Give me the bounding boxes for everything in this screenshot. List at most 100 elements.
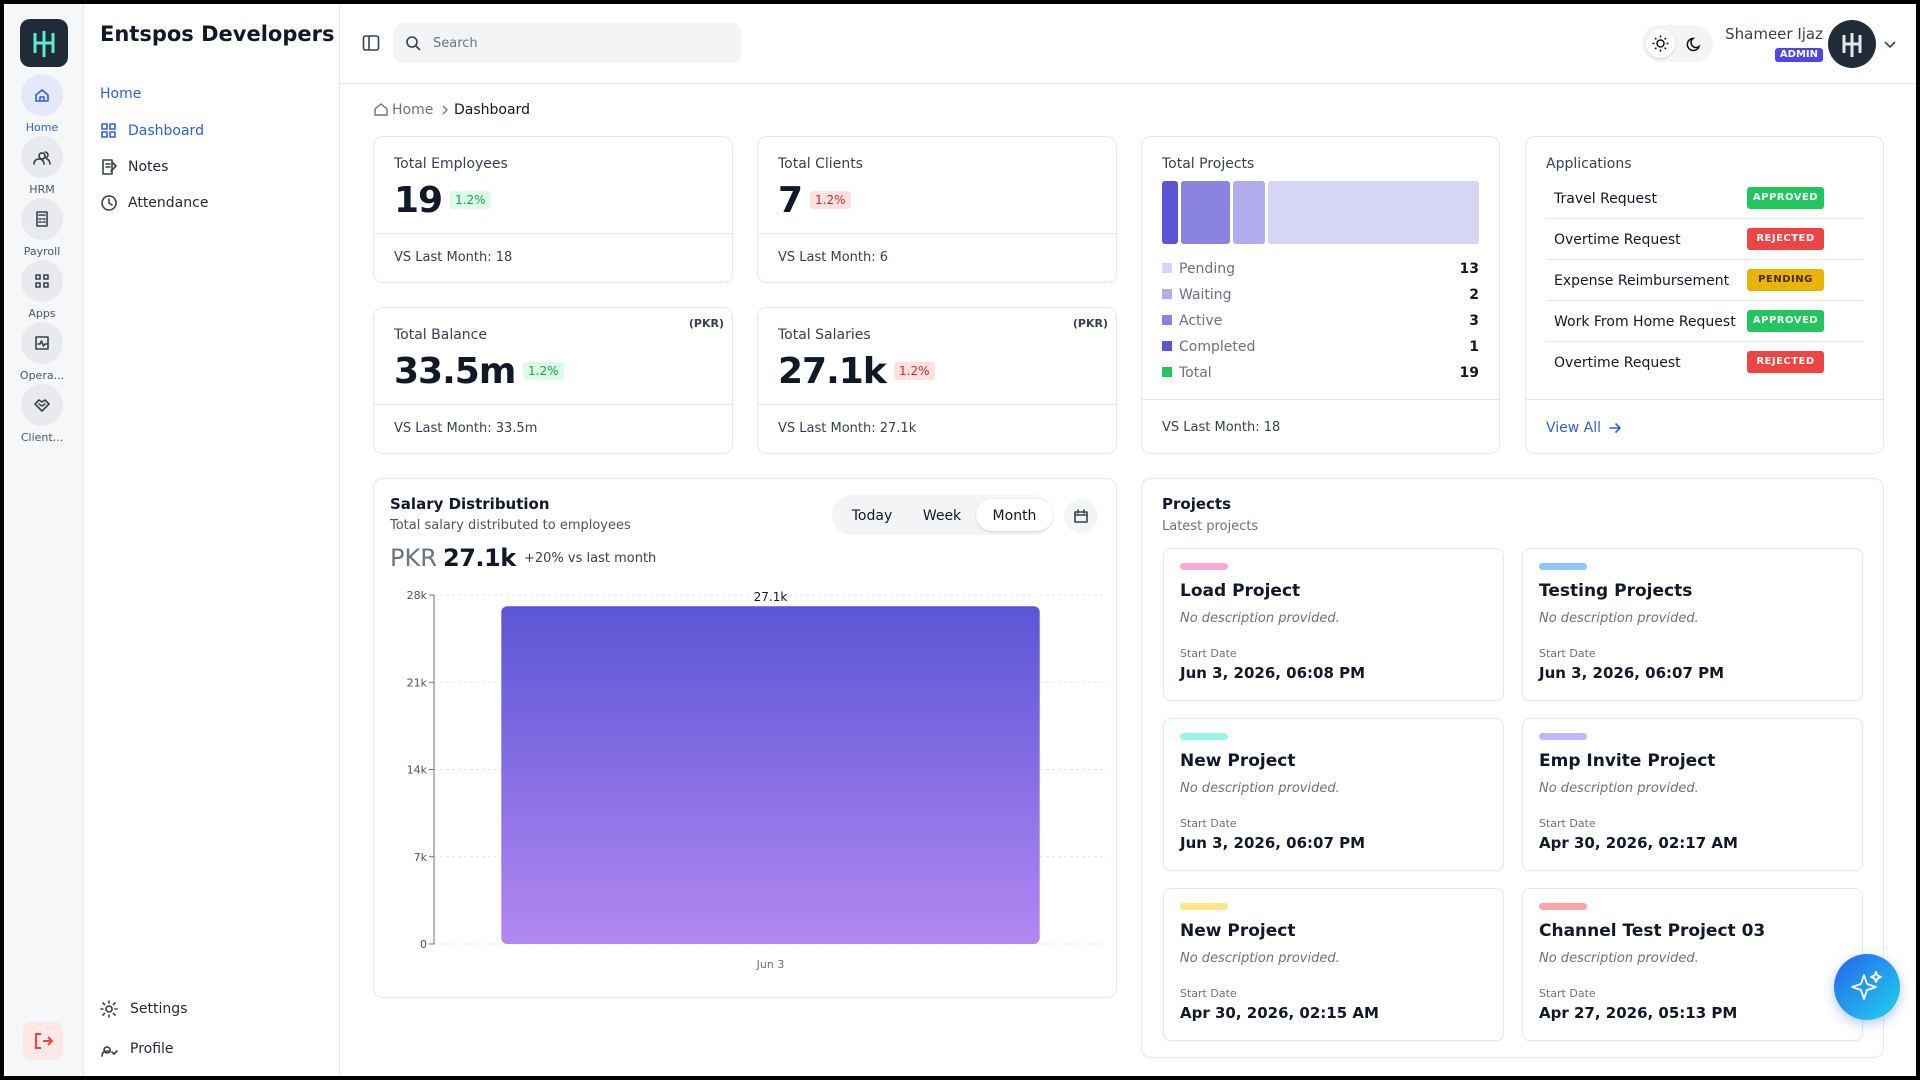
nav-icon xyxy=(100,1000,118,1018)
status-badge: REJECTED xyxy=(1747,351,1824,373)
row-divider xyxy=(1546,218,1863,219)
rail-label[interactable]: Apps xyxy=(28,307,56,320)
nav-item[interactable]: Notes xyxy=(128,159,169,175)
project-date-label: Start Date xyxy=(1539,987,1596,1000)
calendar-button[interactable] xyxy=(1064,499,1098,533)
application-name[interactable]: Overtime Request xyxy=(1554,355,1681,371)
search-box[interactable]: Search xyxy=(393,23,742,63)
project-date: Apr 27, 2026, 05:13 PM xyxy=(1539,1004,1738,1022)
project-tile[interactable]: Emp Invite Project No description provide… xyxy=(1522,718,1863,871)
stat-previous: VS Last Month: 33.5m xyxy=(394,421,538,436)
ai-assistant-button[interactable] xyxy=(1834,954,1900,1020)
legend-count: 13 xyxy=(1459,261,1479,277)
status-badge: PENDING xyxy=(1747,269,1824,291)
view-all-link[interactable]: View All xyxy=(1546,420,1602,436)
divider xyxy=(374,404,732,405)
rail-label[interactable]: Opera... xyxy=(19,369,65,382)
stat-previous: VS Last Month: 18 xyxy=(394,250,513,265)
nav-footer-item[interactable]: Profile xyxy=(130,1041,174,1057)
logout-button[interactable] xyxy=(23,1022,63,1060)
y-tick-label: 0 xyxy=(420,938,427,951)
range-option[interactable]: Week xyxy=(922,508,962,524)
y-tick-label: 28k xyxy=(407,589,428,602)
project-date-label: Start Date xyxy=(1180,987,1237,1000)
legend-label: Total xyxy=(1179,365,1212,381)
y-tick-label: 21k xyxy=(407,676,428,689)
rail-item[interactable] xyxy=(21,384,63,426)
application-name[interactable]: Expense Reimbursement xyxy=(1554,273,1730,289)
logout-icon xyxy=(35,1033,54,1049)
nav-icon xyxy=(101,195,117,211)
project-description: No description provided. xyxy=(1180,611,1340,626)
logo[interactable] xyxy=(20,19,68,67)
logo-mark xyxy=(33,31,55,57)
project-description: No description provided. xyxy=(1539,951,1699,966)
legend-swatch xyxy=(1162,341,1172,351)
legend-swatch xyxy=(1162,289,1172,299)
salary-chart: 0 7k 14k 21k 28k Jun 3 27.1k xyxy=(407,589,1107,971)
status-badge: APPROVED xyxy=(1747,310,1824,332)
project-date-label: Start Date xyxy=(1539,817,1596,830)
project-name: Testing Projects xyxy=(1539,581,1693,601)
rail-item[interactable] xyxy=(21,322,63,364)
project-tile[interactable]: Channel Test Project 03 No description pr… xyxy=(1522,888,1863,1041)
nav-item[interactable]: Attendance xyxy=(128,195,209,211)
avatar[interactable] xyxy=(1828,20,1876,68)
search-icon xyxy=(406,36,421,51)
salary-title: Salary Distribution xyxy=(390,495,550,513)
stat-title: Total Salaries xyxy=(778,327,871,343)
user-menu-chevron[interactable] xyxy=(1882,36,1898,52)
range-option[interactable]: Today xyxy=(851,508,893,524)
rail-label[interactable]: Payroll xyxy=(23,245,61,258)
nav-item[interactable]: Dashboard xyxy=(128,123,204,139)
rail-item[interactable] xyxy=(21,198,63,240)
legend-label: Waiting xyxy=(1179,287,1232,303)
avatar-mark xyxy=(1842,33,1862,57)
breadcrumb-home-icon xyxy=(374,103,388,116)
rail-label[interactable]: Client... xyxy=(20,431,64,444)
project-description: No description provided. xyxy=(1539,611,1699,626)
y-tick-label: 14k xyxy=(407,764,428,777)
user-name: Shameer Ijaz xyxy=(1725,25,1823,43)
project-date: Apr 30, 2026, 02:17 AM xyxy=(1539,834,1738,852)
project-date: Jun 3, 2026, 06:07 PM xyxy=(1180,834,1366,852)
theme-toggle[interactable] xyxy=(1642,25,1713,62)
sidebar-toggle[interactable] xyxy=(362,34,380,52)
project-date-label: Start Date xyxy=(1539,647,1596,660)
rail-label[interactable]: Home xyxy=(25,121,59,134)
application-name[interactable]: Work From Home Request xyxy=(1554,314,1736,330)
project-tile[interactable]: New Project No description provided. Start… xyxy=(1163,888,1504,1041)
theme-light[interactable] xyxy=(1646,29,1675,58)
salary-amount: 27.1k xyxy=(443,544,516,572)
sparkle-icon xyxy=(1851,971,1882,1000)
project-tile[interactable]: New Project No description provided. Start… xyxy=(1163,718,1504,871)
legend-label: Pending xyxy=(1179,261,1235,277)
range-option[interactable]: Month xyxy=(976,499,1053,531)
status-badge: REJECTED xyxy=(1747,228,1824,250)
nav-footer-item[interactable]: Settings xyxy=(130,1001,188,1017)
project-tile[interactable]: Load Project No description provided. Star… xyxy=(1163,548,1504,701)
stat-change: 1.2% xyxy=(894,362,935,380)
rail-item[interactable] xyxy=(21,136,63,178)
rail-icon xyxy=(33,151,51,165)
breadcrumb-item[interactable]: Home xyxy=(392,102,434,118)
calendar-icon xyxy=(1074,509,1088,523)
application-name[interactable]: Overtime Request xyxy=(1554,232,1681,248)
rail-item[interactable] xyxy=(21,74,63,116)
rail-item[interactable] xyxy=(21,260,63,302)
moon-icon[interactable] xyxy=(1680,29,1709,58)
application-name[interactable]: Travel Request xyxy=(1554,191,1657,207)
brand: Entspos Developers xyxy=(100,22,335,46)
row-divider xyxy=(1546,300,1863,301)
nav-icon xyxy=(101,1046,118,1057)
applications-card: Applications Travel Request APPROVED Overti… xyxy=(1525,136,1884,454)
stat-change: 1.2% xyxy=(450,191,491,209)
rail-label[interactable]: HRM xyxy=(29,183,55,196)
project-tile[interactable]: Testing Projects No description provided.… xyxy=(1522,548,1863,701)
legend-label: Active xyxy=(1179,313,1223,329)
rail-icon xyxy=(35,89,49,102)
legend-count: 3 xyxy=(1469,313,1479,329)
nav-icon xyxy=(101,123,116,138)
nav-section[interactable]: Home xyxy=(100,86,142,102)
projects-subtitle: Latest projects xyxy=(1162,519,1259,534)
